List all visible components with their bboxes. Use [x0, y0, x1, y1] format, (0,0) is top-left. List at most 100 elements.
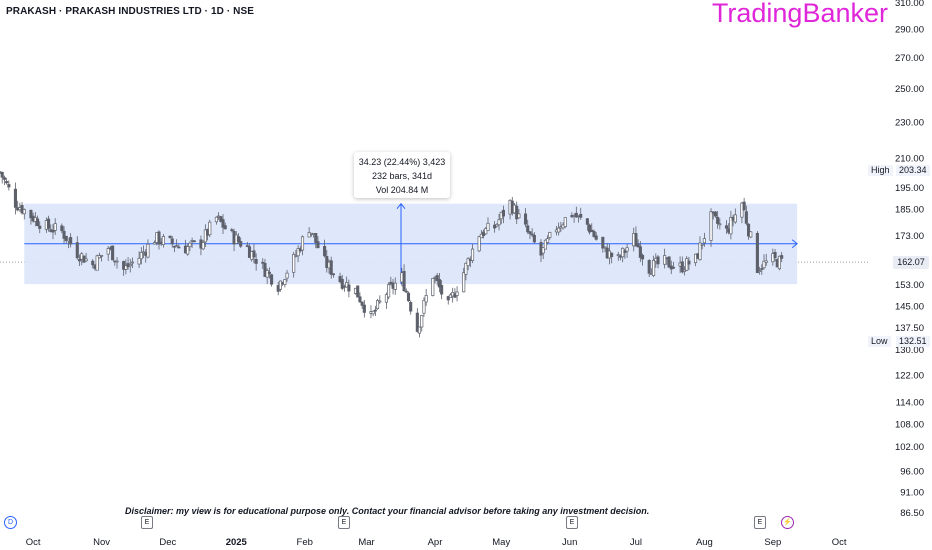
candle-body	[541, 247, 545, 254]
candle-body	[356, 285, 360, 298]
candle-body	[585, 218, 589, 225]
candle-body	[464, 262, 468, 275]
candle-body	[687, 260, 691, 265]
candle-body	[130, 261, 135, 264]
candle-body	[484, 228, 488, 235]
price-axis-label: 250.00	[895, 84, 924, 95]
candle-body	[680, 261, 684, 273]
candle-body	[35, 218, 40, 226]
candle-body	[124, 265, 128, 270]
candle-body	[532, 234, 536, 243]
flash-icon[interactable]: ⚡	[781, 516, 794, 529]
candle-body	[546, 238, 550, 243]
candle-body	[137, 257, 141, 265]
candle-body	[437, 279, 441, 288]
measure-arrow-right	[791, 239, 798, 249]
candle-body	[47, 218, 51, 229]
price-axis-label: 153.00	[895, 280, 924, 291]
candle-body	[755, 232, 759, 273]
candle-body	[636, 243, 640, 248]
candle-body	[634, 233, 638, 247]
price-axis-label: 290.00	[895, 25, 924, 36]
candle-body	[709, 211, 713, 241]
candle-body	[402, 270, 406, 292]
candle-body	[700, 243, 704, 246]
candle-body	[208, 221, 212, 236]
earnings-icon[interactable]: E	[754, 516, 766, 529]
time-axis-label: Apr	[428, 537, 443, 548]
candle-body	[186, 246, 190, 255]
candle-body	[579, 213, 583, 218]
candle-body	[406, 292, 411, 302]
candle-body	[219, 216, 223, 222]
candle-body	[733, 214, 737, 223]
candle-body	[270, 274, 274, 285]
candle-body	[77, 259, 82, 262]
measure-tooltip: 34.23 (22.44%) 3,423 232 bars, 341d Vol …	[354, 152, 450, 198]
earnings-icon[interactable]: E	[141, 516, 153, 529]
price-axis-label: 130.00	[895, 345, 924, 356]
candle-body	[515, 205, 519, 220]
candle-body	[60, 225, 64, 232]
time-axis-label: Oct	[26, 537, 41, 548]
candle-body	[523, 213, 528, 225]
candle-body	[455, 291, 459, 296]
candle-body	[479, 233, 483, 239]
candle-body	[29, 209, 33, 219]
price-axis-label: 310.00	[895, 0, 924, 9]
candle-body	[91, 260, 95, 266]
measure-bars: 232 bars, 341d	[371, 171, 433, 181]
candle-body	[106, 248, 110, 255]
candle-body	[201, 242, 205, 250]
candle-body	[462, 272, 466, 293]
candle-body	[13, 188, 18, 208]
earnings-icon[interactable]: E	[566, 516, 578, 529]
candle-body	[157, 231, 161, 245]
candle-body	[323, 245, 327, 257]
candle-body	[409, 302, 413, 312]
price-axis-label: 108.00	[895, 419, 924, 430]
low-label: Low	[868, 336, 891, 347]
price-axis-label: 195.00	[895, 183, 924, 194]
candle-body	[780, 255, 784, 259]
candle-body	[360, 301, 364, 306]
time-axis-label: Jun	[562, 537, 577, 548]
candle-body	[749, 231, 753, 238]
measure-change: 34.23 (22.44%) 3,423	[358, 157, 446, 167]
price-axis-label: 185.00	[895, 204, 924, 215]
candle-body	[263, 262, 267, 277]
candle-body	[296, 248, 300, 257]
candle-body	[647, 259, 651, 274]
candle-body	[371, 310, 375, 315]
candle-body	[517, 213, 521, 219]
candle-body	[267, 271, 271, 274]
candle-body	[762, 260, 766, 269]
time-axis-label: Sep	[764, 537, 781, 548]
dividend-icon[interactable]: D	[4, 516, 17, 529]
time-axis-label: 2025	[226, 537, 248, 548]
candle-body	[667, 256, 671, 268]
earnings-icon[interactable]: E	[338, 516, 350, 529]
candle-body	[300, 236, 305, 251]
candle-body	[53, 223, 57, 231]
candle-body	[718, 223, 722, 226]
candle-body	[252, 250, 256, 258]
candle-body	[358, 296, 362, 303]
candle-body	[261, 261, 265, 264]
price-axis-label: 91.00	[900, 488, 924, 499]
price-axis-label: 137.50	[895, 323, 924, 334]
candle-body	[38, 225, 42, 229]
candle-body	[497, 219, 501, 226]
candle-body	[747, 223, 751, 237]
time-axis-label: Jul	[630, 537, 642, 548]
candle-body	[466, 258, 470, 267]
candle-body	[214, 216, 218, 223]
candle-body	[777, 255, 782, 270]
candle-body	[682, 269, 687, 272]
price-axis-label: 145.00	[895, 302, 924, 313]
candle-body	[724, 225, 729, 229]
candle-body	[713, 211, 717, 217]
candle-body	[758, 270, 762, 272]
candle-body	[64, 235, 68, 241]
